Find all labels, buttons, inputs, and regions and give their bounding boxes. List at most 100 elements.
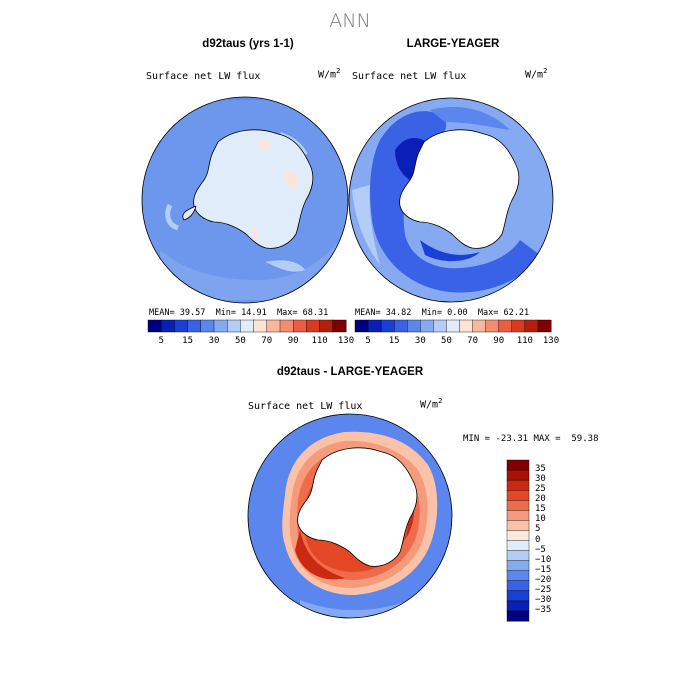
colorbar-3-tick-label: 0	[535, 534, 541, 545]
colorbar-1-tick-label: 110	[311, 336, 328, 346]
colorbar-3-tick-label: 35	[535, 464, 546, 475]
colorbar-2-tick-label: 70	[467, 336, 479, 346]
colorbar-3-tick-label: 25	[535, 484, 546, 495]
colorbar-3-tick-label: 15	[535, 504, 546, 515]
panel-2-antarctica	[399, 129, 520, 249]
colorbar-3-swatch	[506, 610, 530, 622]
colorbar-2-swatch	[420, 319, 434, 333]
colorbar-1-swatch	[213, 319, 228, 333]
panel-1-units: W/m2	[318, 67, 341, 81]
colorbar-3-tick-label: −30	[535, 594, 552, 605]
panel-3-stats: MIN = -23.31 MAX = 59.38	[463, 434, 599, 444]
panel-1-title: d92taus (yrs 1-1)	[202, 38, 294, 50]
colorbar-3-tick-label: −35	[535, 604, 552, 615]
colorbar-2-swatch	[472, 319, 487, 333]
colorbar-2-swatch	[498, 319, 513, 333]
colorbar-3-swatch	[506, 590, 530, 602]
colorbar-2-swatch	[537, 319, 552, 333]
colorbar-2-tick-label: 130	[542, 336, 560, 346]
colorbar-1-tick-label: 30	[208, 336, 220, 346]
colorbar-1	[147, 319, 347, 333]
colorbar-3	[506, 459, 530, 622]
colorbar-3-tick-label: −5	[535, 544, 546, 555]
panel-1-polar-map	[142, 97, 348, 303]
colorbar-2-swatch	[367, 319, 382, 333]
colorbar-3-swatch	[506, 540, 530, 552]
colorbar-1-tick-label: 90	[287, 336, 299, 346]
panel-2-polar-map	[349, 98, 553, 302]
colorbar-2-tick-label: 50	[441, 336, 452, 346]
panel-3-variable-label: Surface net LW flux	[248, 401, 363, 412]
colorbar-3-swatch	[506, 530, 530, 542]
colorbar-1-swatch	[240, 319, 255, 333]
panel-2-border	[348, 97, 554, 303]
colorbar-1-swatch	[319, 319, 334, 333]
colorbar-2-swatch	[485, 319, 500, 333]
colorbar-1-swatch	[187, 319, 202, 333]
colorbar-2-swatch	[407, 319, 421, 333]
panel-1-stats: MEAN= 39.57 Min= 14.91 Max= 68.31	[149, 308, 329, 318]
colorbar-3-tick-label: −25	[535, 584, 552, 595]
colorbar-2-tick-label: 110	[516, 336, 533, 346]
colorbar-1-tick-label: 50	[234, 336, 246, 346]
figure-title: ANN	[329, 10, 371, 32]
panel-1-antarctica	[193, 129, 314, 249]
panel-2-units: W/m2	[525, 67, 548, 81]
colorbar-3-tick-label: 30	[535, 474, 546, 485]
panel-2-variable-label: Surface net LW flux	[352, 71, 467, 82]
colorbar-2-tick-label: 5	[365, 336, 371, 346]
panel-2-stats: MEAN= 34.82 Min= 0.00 Max= 62.21	[355, 308, 530, 318]
colorbar-1-swatch	[253, 319, 268, 333]
panel-3-border	[247, 413, 453, 619]
colorbar-2-swatch	[354, 319, 369, 333]
colorbar-3-swatch	[506, 570, 530, 582]
colorbar-1-tick-label: 15	[182, 336, 194, 346]
colorbar-2-swatch	[511, 319, 526, 333]
colorbar-1-swatch	[200, 319, 215, 333]
panel-1-border	[141, 96, 349, 304]
colorbar-2-swatch	[394, 319, 408, 333]
panel-1-variable-label: Surface net LW flux	[146, 71, 261, 82]
colorbar-1-swatch	[293, 319, 307, 333]
colorbar-3-swatch	[506, 469, 530, 481]
colorbar-3-swatch	[506, 459, 530, 471]
colorbar-3-tick-label: −10	[535, 554, 552, 565]
colorbar-3-swatch	[506, 560, 530, 572]
colorbar-1-swatch	[266, 319, 281, 333]
colorbar-3-swatch	[506, 600, 530, 612]
colorbar-1-swatch	[332, 319, 347, 333]
colorbar-3-swatch	[506, 500, 530, 511]
colorbar-3-swatch	[506, 580, 530, 592]
colorbar-2-swatch	[433, 319, 447, 333]
panel-2-title: LARGE-YEAGER	[406, 38, 500, 50]
colorbar-3-tick-label: 10	[535, 514, 546, 525]
colorbar-1-swatch	[226, 319, 241, 333]
colorbar-1-swatch	[306, 319, 321, 333]
colorbar-3-swatch	[506, 510, 530, 521]
colorbar-1-swatch	[279, 319, 294, 333]
colorbar-2-swatch	[524, 319, 539, 333]
colorbar-2-tick-label: 30	[414, 336, 426, 346]
colorbar-2-tick-label: 90	[493, 336, 505, 346]
colorbar-1-swatch	[160, 319, 175, 333]
panel-3-antarctica	[297, 447, 418, 567]
colorbar-3-swatch	[506, 489, 530, 501]
colorbar-2	[354, 319, 552, 333]
colorbar-3-swatch	[506, 479, 530, 491]
colorbar-3-tick-label: 20	[535, 494, 546, 505]
colorbar-3-tick-label: −20	[535, 574, 552, 585]
panel-3-units: W/m2	[420, 397, 443, 411]
colorbar-2-swatch	[459, 319, 474, 333]
colorbar-2-tick-label: 15	[388, 336, 400, 346]
colorbar-1-tick-label: 130	[337, 336, 355, 346]
colorbar-1-swatch	[174, 319, 189, 333]
colorbar-3-swatch	[506, 520, 530, 531]
colorbar-1-tick-label: 70	[261, 336, 273, 346]
colorbar-2-swatch	[380, 319, 395, 333]
colorbar-1-tick-label: 5	[158, 336, 164, 346]
colorbar-1-swatch	[147, 319, 162, 333]
colorbar-3-tick-label: 5	[535, 524, 541, 535]
colorbar-3-swatch	[506, 550, 530, 562]
colorbar-3-tick-label: −15	[535, 564, 552, 575]
